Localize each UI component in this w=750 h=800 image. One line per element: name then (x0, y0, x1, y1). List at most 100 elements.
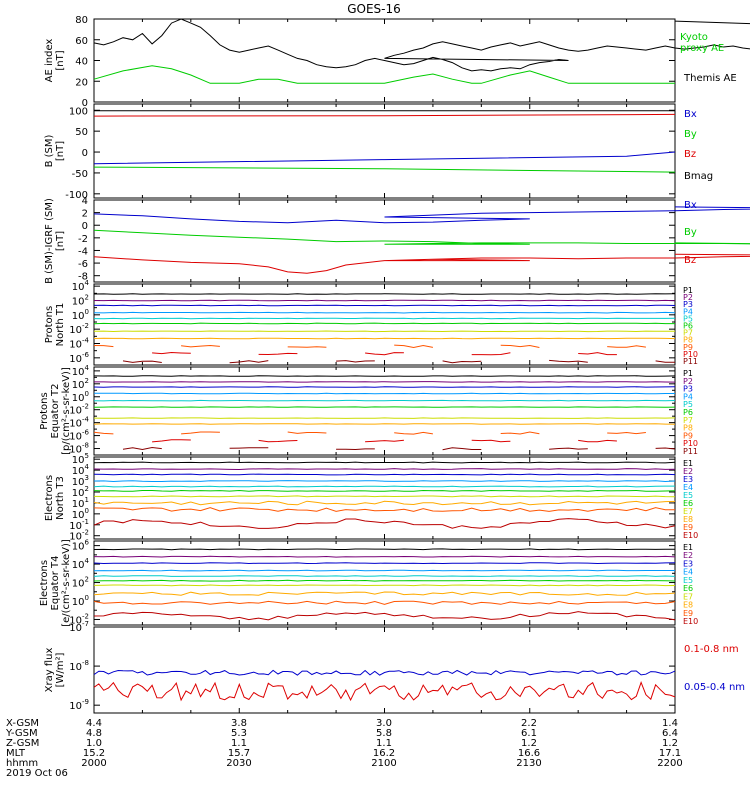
y-tick-label: 10-4 (69, 416, 89, 430)
legend-label: P10 (683, 439, 698, 448)
y-axis-label: AE index (44, 39, 55, 83)
legend-label: E8 (683, 601, 693, 610)
series-line-p11 (229, 447, 269, 449)
legend-label: E9 (683, 523, 693, 532)
y-tick-label: -2 (78, 234, 88, 245)
y-axis-label: Equator T2 (50, 384, 61, 439)
legend-label: E1 (683, 459, 693, 468)
y-axis-label: [p/(cm²-s-sr-keV)] (61, 367, 72, 455)
y-tick-label: 100 (72, 308, 89, 322)
x-axis-value: 3.0 (376, 718, 392, 729)
y-axis-label: B (SM) (44, 134, 55, 167)
x-axis-value: 2.2 (521, 718, 537, 729)
x-axis-value: 15.7 (228, 748, 250, 759)
legend-label: E6 (683, 499, 693, 508)
series-line-p9 (287, 346, 327, 348)
series-line-p8 (93, 337, 676, 340)
legend-label: E7 (683, 592, 693, 601)
series-line-p11 (336, 360, 375, 363)
series-line-p5 (93, 317, 676, 320)
y-tick-label: 100 (72, 507, 89, 521)
legend-label: 0.1-0.8 nm (684, 644, 739, 655)
series-line-p11 (549, 447, 588, 450)
legend-label: Kyoto (680, 32, 708, 43)
y-tick-label: 10-2 (69, 322, 89, 336)
legend-label: Bx (684, 109, 697, 120)
legend-label: proxy AE (680, 43, 724, 54)
y-axis-label: B (SM)-IGRF (SM) (44, 198, 55, 284)
series-line-p10 (365, 352, 404, 356)
x-axis-value: 16.6 (518, 748, 540, 759)
series-line-e10 (93, 611, 676, 621)
x-axis-value: 5.8 (376, 728, 392, 739)
legend-label: E10 (683, 531, 698, 540)
y-tick-label: 105 (72, 452, 89, 466)
series-line-p1 (93, 375, 676, 377)
series-line-p1 (93, 293, 676, 295)
legend-label: P3 (683, 300, 693, 309)
y-tick-label: 0 (82, 148, 88, 159)
x-axis-row-label: X-GSM (6, 718, 39, 729)
panel-frame (93, 540, 676, 626)
series-line-p4 (94, 392, 675, 395)
series-line-e1 (93, 548, 675, 551)
legend-label: P11 (683, 447, 698, 456)
x-axis-value: 6.4 (662, 728, 678, 739)
y-tick-label: 104 (72, 279, 90, 293)
legend-label: E3 (683, 475, 693, 484)
series-line-p9 (287, 431, 327, 434)
y-axis-label: [nT] (55, 141, 66, 161)
y-tick-label: 102 (72, 485, 89, 499)
y-tick-label: 10-2 (69, 612, 89, 626)
y-tick-label: 102 (72, 293, 89, 307)
series-line-e5 (93, 575, 676, 577)
y-tick-label: 50 (75, 127, 88, 138)
y-tick-label: 4 (82, 196, 88, 207)
y-tick-label: 0 (82, 221, 88, 232)
series-line-p9 (394, 344, 433, 349)
y-axis-label: Protons (39, 392, 50, 429)
x-axis-value: 4.4 (86, 718, 102, 729)
panel-frame (93, 103, 676, 199)
series-line-p9 (181, 431, 220, 435)
series-line-p10 (258, 439, 298, 443)
legend-label: P5 (683, 314, 693, 323)
legend-label: P2 (683, 293, 693, 302)
legend-label: P1 (683, 286, 693, 295)
y-tick-label: -6 (78, 259, 88, 270)
legend-label: P4 (683, 307, 693, 316)
series-line-e7 (93, 495, 676, 498)
series-line-p7 (93, 330, 675, 333)
y-tick-label: 80 (75, 15, 88, 26)
legend-label: E2 (683, 551, 693, 560)
series-line-e7 (93, 584, 676, 587)
y-tick-label: 10-1 (69, 518, 89, 532)
series-line-p10 (578, 439, 617, 443)
legend-label: E4 (683, 483, 693, 492)
series-line-xray-short (93, 669, 676, 676)
legend-label: P3 (683, 385, 693, 394)
series-line-by (93, 166, 676, 173)
legend-label: P6 (683, 322, 693, 331)
y-axis-label: [W/m²] (55, 652, 66, 687)
y-axis-label: North T3 (55, 476, 66, 520)
x-axis-value: 4.8 (86, 728, 102, 739)
y-axis-label: [nT] (55, 231, 66, 251)
legend-label: P2 (683, 377, 693, 386)
x-axis-value: 3.8 (231, 718, 247, 729)
chart-title: GOES-16 (347, 2, 401, 16)
y-tick-label: 103 (72, 474, 89, 488)
legend-label: P1 (683, 369, 693, 378)
x-axis-value: 15.2 (83, 748, 105, 759)
legend-label: E2 (683, 467, 693, 476)
legend-label: Themis AE (683, 73, 737, 84)
y-tick-label: 104 (72, 463, 90, 477)
y-tick-label: 10-9 (69, 698, 89, 712)
series-line-p10 (152, 351, 191, 355)
x-axis-value: 5.3 (231, 728, 247, 739)
series-line-p4 (93, 311, 676, 314)
y-axis-label: [e/(cm²-s-sr-keV)] (61, 539, 72, 627)
y-tick-label: 60 (75, 36, 88, 47)
series-line-p10 (365, 439, 404, 443)
